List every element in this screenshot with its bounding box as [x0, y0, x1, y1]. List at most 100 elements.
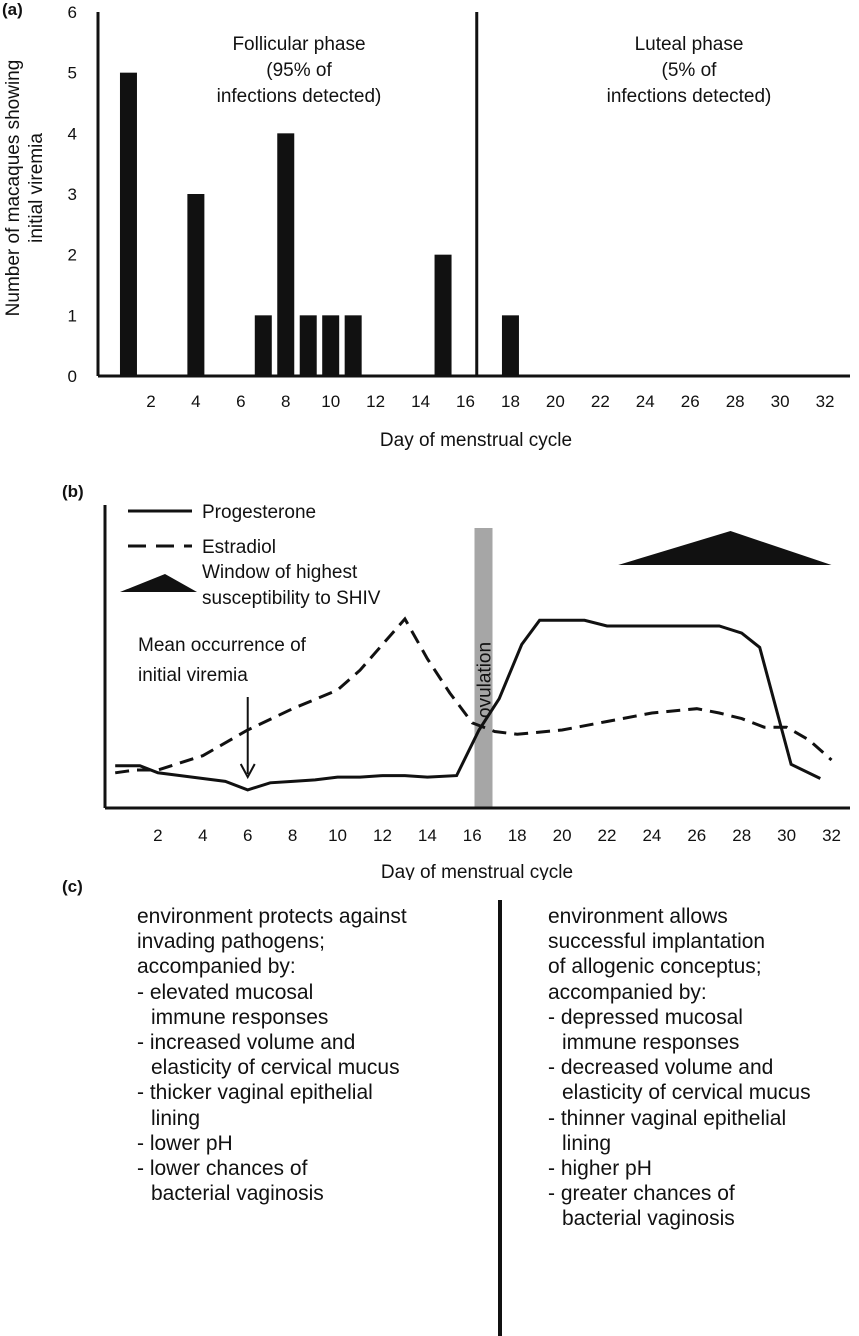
x-tick-label: 26: [681, 392, 700, 411]
panel-a-y-axis-title: Number of macaques showing initial viremi…: [3, 60, 47, 317]
panel-a-x-axis-title: Day of menstrual cycle: [380, 430, 572, 451]
left-text-line: immune responses: [151, 1005, 329, 1029]
figure-svg: (a) Number of macaques showing initial vi…: [2, 0, 850, 880]
y-tick-label: 0: [68, 367, 77, 386]
panel-a-bar-chart: (a) Number of macaques showing initial vi…: [2, 0, 850, 451]
x-tick-label: 30: [777, 826, 796, 845]
x-tick-label: 32: [816, 392, 835, 411]
right-text-line: of allogenic conceptus;: [548, 955, 762, 979]
bar-day-11: [344, 315, 362, 376]
x-tick-label: 22: [598, 826, 617, 845]
x-tick-label: 26: [687, 826, 706, 845]
x-tick-label: 14: [411, 392, 430, 411]
y-tick-label: 3: [68, 185, 77, 204]
panel-a-label: (a): [2, 0, 23, 19]
y-axis-title-line2: initial viremia: [26, 133, 47, 243]
right-text-line: successful implantation: [548, 930, 766, 954]
x-tick-label: 28: [726, 392, 745, 411]
follicular-line3: infections detected): [217, 86, 382, 107]
progesterone-line: [115, 618, 821, 792]
luteal-phase-annotation: Luteal phase (5% of infections detected): [607, 34, 772, 107]
left-text-line: - increased volume and: [137, 1031, 356, 1055]
right-text-line: - greater chances of: [548, 1182, 735, 1206]
follicular-line1: Follicular phase: [232, 34, 365, 55]
bar-day-1: [119, 72, 137, 377]
x-tick-label: 32: [822, 826, 841, 845]
y-axis-title: Number of macaques showing initial viremi…: [3, 60, 47, 317]
right-text-line: lining: [562, 1131, 612, 1155]
legend-estradiol-label: Estradiol: [202, 537, 276, 558]
y-tick-label: 1: [68, 306, 77, 325]
x-tick-label: 10: [328, 826, 347, 845]
x-tick-label: 8: [288, 826, 297, 845]
left-text-line: - thicker vaginal epithelial: [137, 1081, 373, 1105]
y-tick-label: 6: [68, 3, 77, 22]
left-text-line: environment protects against: [137, 905, 407, 928]
y-tick-label: 2: [68, 246, 77, 265]
left-text-line: - lower chances of: [137, 1157, 308, 1181]
panel-a-y-ticks: 0 1 2 3 4 5 6: [68, 3, 77, 386]
ovulation-band: [474, 528, 493, 808]
bar-day-9: [299, 315, 317, 376]
right-text-line: - decreased volume and: [548, 1056, 774, 1080]
panel-c-right-column: environment allows successful implantatio…: [548, 904, 854, 1232]
legend-window-label-line1: Window of highest: [202, 562, 358, 583]
x-tick-label: 8: [281, 392, 290, 411]
x-tick-label: 16: [456, 392, 475, 411]
bar-day-8: [277, 133, 295, 376]
right-text-line: accompanied by:: [548, 980, 707, 1004]
luteal-line3: infections detected): [607, 86, 772, 107]
x-tick-label: 24: [636, 392, 655, 411]
right-text-line: bacterial vaginosis: [562, 1207, 735, 1231]
x-tick-label: 12: [373, 826, 392, 845]
follicular-phase-annotation: Follicular phase (95% of infections detect…: [217, 34, 382, 107]
right-text-line: environment allows: [548, 905, 728, 928]
x-tick-label: 6: [243, 826, 252, 845]
x-tick-label: 28: [732, 826, 751, 845]
x-tick-label: 6: [236, 392, 245, 411]
x-tick-label: 20: [546, 392, 565, 411]
x-tick-label: 4: [191, 392, 200, 411]
panel-b-label: (b): [62, 482, 84, 501]
mean-viremia-note-line1: Mean occurrence of: [138, 635, 307, 656]
panel-a-x-ticks: 2 4 6 8 10 12 14 16 18 20 22 24 26 28 30 32: [146, 392, 834, 411]
x-tick-label: 16: [463, 826, 482, 845]
bar-day-15: [434, 254, 452, 376]
y-tick-label: 5: [68, 64, 77, 83]
y-tick-label: 4: [68, 124, 77, 143]
mean-viremia-note-line2: initial viremia: [138, 665, 248, 686]
panel-b-x-axis-title: Day of menstrual cycle: [381, 862, 573, 880]
x-tick-label: 10: [321, 392, 340, 411]
bar-day-18: [501, 315, 519, 376]
right-text-line: elasticity of cervical mucus: [562, 1081, 811, 1105]
left-text-line: invading pathogens;: [137, 930, 325, 954]
right-text-line: - higher pH: [548, 1157, 652, 1181]
panel-c-left-column: environment protects against invading pat…: [137, 904, 477, 1206]
legend-window-label-line2: susceptibility to SHIV: [202, 588, 381, 609]
bar-day-10: [322, 315, 340, 376]
y-axis-title-line1: Number of macaques showing: [3, 60, 24, 317]
x-tick-label: 22: [591, 392, 610, 411]
panel-c-label: (c): [62, 877, 83, 896]
left-text-line: elasticity of cervical mucus: [151, 1056, 400, 1080]
panel-b-line-chart: (b) ovulation 2 4 6 8 10 12 14 16 18 20 22 24 26 28 30…: [62, 482, 850, 880]
left-text-line: lining: [151, 1106, 201, 1130]
left-text-line: - elevated mucosal: [137, 980, 314, 1004]
panel-a-bars: [119, 72, 519, 377]
left-text-line: accompanied by:: [137, 955, 296, 979]
right-text-line: - depressed mucosal: [548, 1005, 743, 1029]
legend-window-swatch: [120, 574, 197, 592]
x-tick-label: 2: [153, 826, 162, 845]
x-tick-label: 20: [553, 826, 572, 845]
x-tick-label: 4: [198, 826, 207, 845]
panel-b-legend: Progesterone Estradiol Window of highest…: [120, 502, 381, 609]
luteal-line1: Luteal phase: [635, 34, 744, 55]
bar-day-4: [187, 194, 205, 376]
luteal-line2: (5% of: [662, 60, 718, 81]
x-tick-label: 12: [366, 392, 385, 411]
legend-progesterone-label: Progesterone: [202, 502, 316, 523]
x-tick-label: 18: [501, 392, 520, 411]
right-text-line: - thinner vaginal epithelial: [548, 1106, 787, 1130]
panel-c-divider: [498, 900, 502, 1336]
x-tick-label: 18: [508, 826, 527, 845]
